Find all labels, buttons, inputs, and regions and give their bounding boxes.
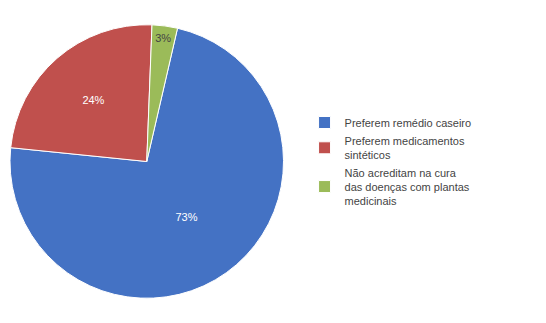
svg-text:Preferem remédio caseiro: Preferem remédio caseiro xyxy=(345,117,472,129)
svg-text:73%: 73% xyxy=(175,211,197,223)
svg-text:Não acreditam na curadas doenç: Não acreditam na curadas doenças com pla… xyxy=(345,167,470,208)
svg-text:24%: 24% xyxy=(82,94,104,106)
svg-text:3%: 3% xyxy=(155,32,171,44)
svg-text:Preferem medicamentossintético: Preferem medicamentossintéticos xyxy=(345,135,465,161)
